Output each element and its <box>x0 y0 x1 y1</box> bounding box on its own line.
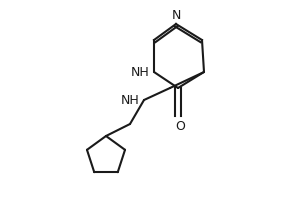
Text: NH: NH <box>131 66 150 78</box>
Text: O: O <box>175 120 185 133</box>
Text: NH: NH <box>121 94 140 106</box>
Text: N: N <box>171 9 181 22</box>
